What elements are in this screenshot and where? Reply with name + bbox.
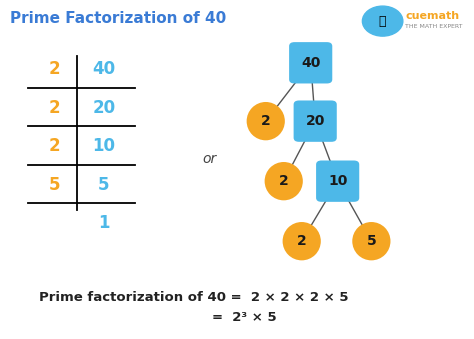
Text: 2: 2 xyxy=(297,234,307,248)
Text: 5: 5 xyxy=(49,176,60,194)
Text: 20: 20 xyxy=(92,99,116,117)
Ellipse shape xyxy=(352,222,391,260)
Text: cuemath: cuemath xyxy=(405,11,459,21)
Text: 40: 40 xyxy=(92,60,116,78)
FancyBboxPatch shape xyxy=(289,42,332,83)
Text: 10: 10 xyxy=(92,137,115,155)
Text: Prime factorization of 40 =  2 × 2 × 2 × 5: Prime factorization of 40 = 2 × 2 × 2 × … xyxy=(39,292,348,304)
Text: THE MATH EXPERT: THE MATH EXPERT xyxy=(405,24,463,29)
Text: 2: 2 xyxy=(49,137,60,155)
Ellipse shape xyxy=(246,102,285,140)
Text: 10: 10 xyxy=(328,174,347,188)
Text: 2: 2 xyxy=(261,114,271,128)
Text: 2: 2 xyxy=(49,60,60,78)
Circle shape xyxy=(363,6,403,36)
Text: 2: 2 xyxy=(279,174,289,188)
Text: 20: 20 xyxy=(306,114,325,128)
Text: Prime Factorization of 40: Prime Factorization of 40 xyxy=(9,11,226,26)
Text: 5: 5 xyxy=(98,176,109,194)
Text: 40: 40 xyxy=(301,56,320,70)
Text: =  2³ × 5: = 2³ × 5 xyxy=(212,312,276,324)
Ellipse shape xyxy=(283,222,321,260)
FancyBboxPatch shape xyxy=(316,160,359,202)
FancyBboxPatch shape xyxy=(293,100,337,142)
Ellipse shape xyxy=(264,162,303,200)
Text: 2: 2 xyxy=(49,99,60,117)
Text: 5: 5 xyxy=(366,234,376,248)
Text: or: or xyxy=(202,153,217,166)
Text: 1: 1 xyxy=(98,214,109,232)
Text: 🚀: 🚀 xyxy=(379,15,386,27)
